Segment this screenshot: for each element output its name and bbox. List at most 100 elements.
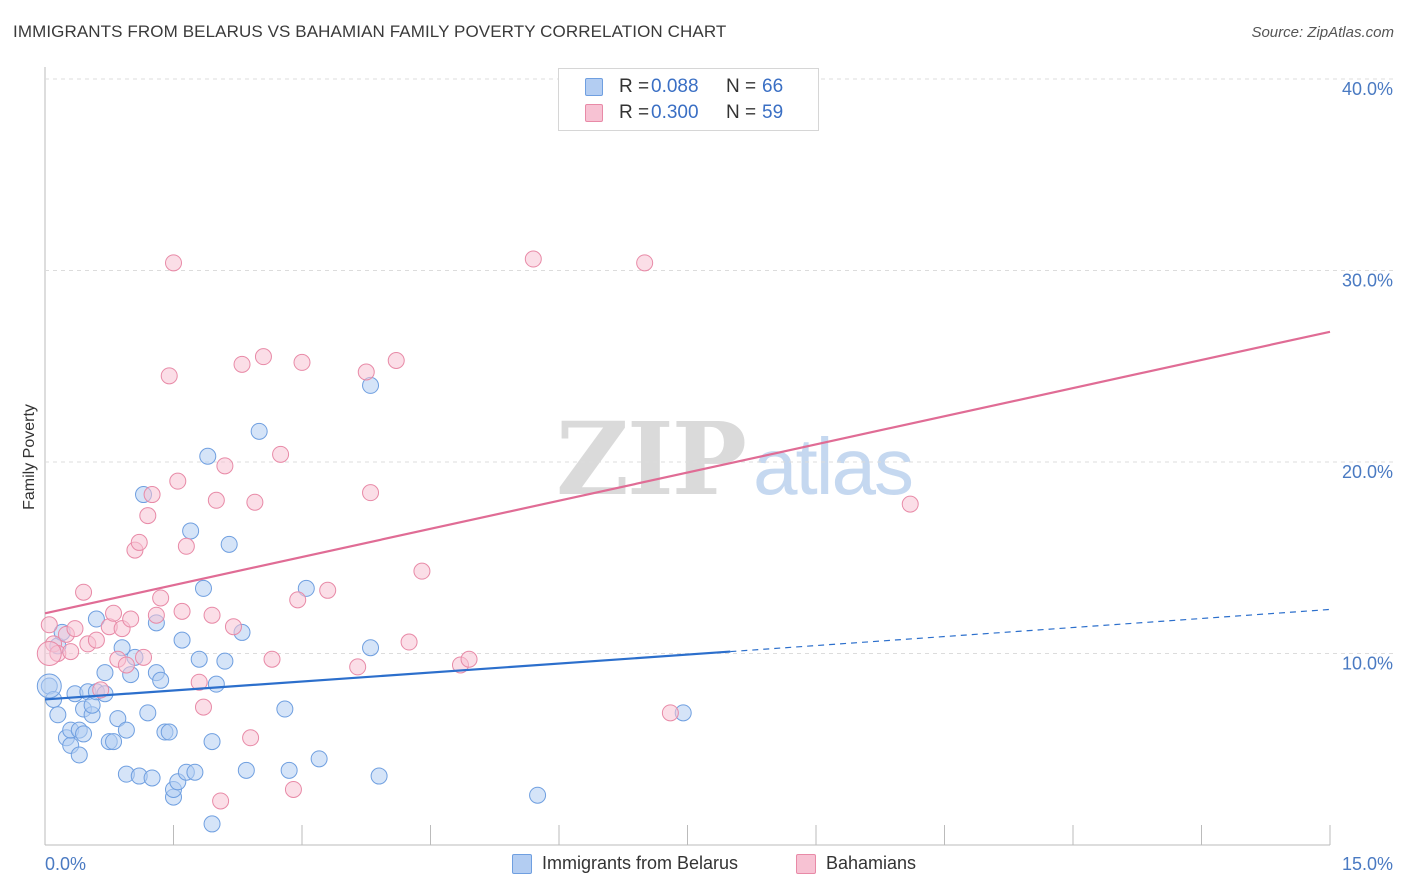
point-bahamians [212, 792, 230, 810]
point-bahamians [362, 484, 380, 502]
point-belarus [297, 579, 315, 597]
point-bahamians [289, 591, 307, 609]
bottom-legend-label: Immigrants from Belarus [542, 853, 739, 873]
point-belarus [203, 733, 221, 751]
point-bahamians [152, 589, 170, 607]
legend-n-value: 59 [762, 102, 784, 123]
point-bahamians [254, 348, 272, 366]
point-bahamians [36, 641, 62, 666]
point-belarus [173, 631, 191, 649]
point-bahamians [160, 367, 178, 385]
trendline-bahamians [44, 330, 1331, 615]
point-bahamians [194, 698, 212, 716]
point-belarus [105, 733, 123, 751]
point-belarus [117, 721, 135, 739]
point-belarus [109, 710, 127, 728]
point-bahamians [357, 363, 375, 381]
legend-n-label: N = [726, 76, 757, 97]
y-tick-label: 30.0% [1342, 271, 1393, 291]
point-bahamians [177, 537, 195, 555]
point-bahamians [901, 495, 919, 513]
point-belarus [186, 763, 204, 781]
point-belarus [49, 706, 67, 724]
legend-row-belarus: R = 0.088 N = 66 [585, 75, 783, 99]
point-bahamians [143, 486, 161, 504]
legend-r-value: 0.088 [651, 76, 699, 97]
point-belarus [75, 725, 93, 743]
point-bahamians [242, 729, 260, 747]
point-bahamians [413, 562, 431, 580]
point-bahamians [387, 352, 405, 370]
point-bahamians [400, 633, 418, 651]
point-belarus [87, 610, 105, 628]
bottom-legend-belarus: Immigrants from Belarus [512, 853, 738, 874]
point-bahamians [661, 704, 679, 722]
trendline-belarus [44, 650, 731, 701]
point-belarus [216, 652, 234, 670]
point-bahamians [165, 254, 182, 272]
point-bahamians [173, 602, 191, 620]
point-belarus [310, 750, 328, 768]
legend-r-value: 0.300 [651, 102, 699, 123]
point-belarus [237, 761, 255, 779]
point-bahamians [263, 650, 281, 668]
point-belarus [370, 767, 388, 785]
watermark-atlas: atlas [752, 422, 914, 511]
point-belarus [70, 746, 88, 764]
point-bahamians [62, 643, 80, 661]
point-bahamians [66, 620, 84, 638]
legend-r-label: R = [619, 76, 650, 97]
point-bahamians [122, 610, 140, 628]
point-belarus [203, 815, 221, 833]
source-label: Source: ZipAtlas.com [1251, 24, 1394, 41]
trendline-belarus-extension [730, 608, 1331, 653]
point-belarus [36, 673, 62, 699]
point-bahamians [105, 604, 123, 622]
point-bahamians [272, 445, 290, 463]
point-bahamians [203, 606, 221, 624]
point-belarus [220, 535, 238, 553]
point-belarus [143, 769, 161, 787]
legend-row-bahamians: R = 0.300 N = 59 [585, 101, 783, 125]
chart-title: IMMIGRANTS FROM BELARUS VS BAHAMIAN FAMI… [13, 22, 727, 41]
point-bahamians [130, 533, 148, 551]
legend-r-label: R = [619, 102, 650, 123]
point-belarus [276, 700, 294, 718]
legend-swatch-blue [585, 78, 603, 96]
legend-n-value: 66 [762, 76, 784, 97]
point-bahamians [75, 583, 93, 601]
point-bahamians [246, 493, 264, 511]
point-belarus [152, 671, 170, 689]
point-bahamians [117, 656, 135, 674]
y-tick-label: 10.0% [1342, 654, 1393, 674]
point-bahamians [92, 681, 110, 699]
point-belarus [207, 675, 225, 693]
point-belarus [280, 761, 298, 779]
point-bahamians [135, 648, 153, 666]
y-tick-label: 40.0% [1342, 79, 1393, 99]
point-belarus [139, 704, 157, 722]
point-bahamians [190, 673, 208, 691]
bottom-legend-bahamians: Bahamians [796, 853, 916, 874]
point-belarus [194, 579, 212, 597]
point-bahamians [460, 650, 478, 668]
point-bahamians [319, 581, 337, 599]
legend-n-label: N = [726, 102, 757, 123]
point-bahamians [293, 353, 311, 371]
watermark-zip: ZIP [556, 400, 747, 518]
point-belarus [250, 422, 268, 440]
point-bahamians [139, 507, 157, 525]
point-belarus [96, 664, 114, 682]
point-bahamians [233, 355, 251, 373]
point-belarus [362, 639, 380, 657]
y-tick-label: 20.0% [1342, 462, 1393, 482]
correlation-legend: R = 0.088 N = 66 R = 0.300 N = 59 [558, 68, 819, 131]
point-bahamians [636, 254, 654, 272]
point-bahamians [40, 616, 58, 634]
bottom-legend-label: Bahamians [826, 853, 917, 873]
legend-swatch-pink [585, 104, 603, 122]
x-tick-label: 0.0% [45, 854, 86, 874]
point-belarus [529, 786, 547, 804]
bottom-legend-swatch-blue [512, 853, 532, 874]
